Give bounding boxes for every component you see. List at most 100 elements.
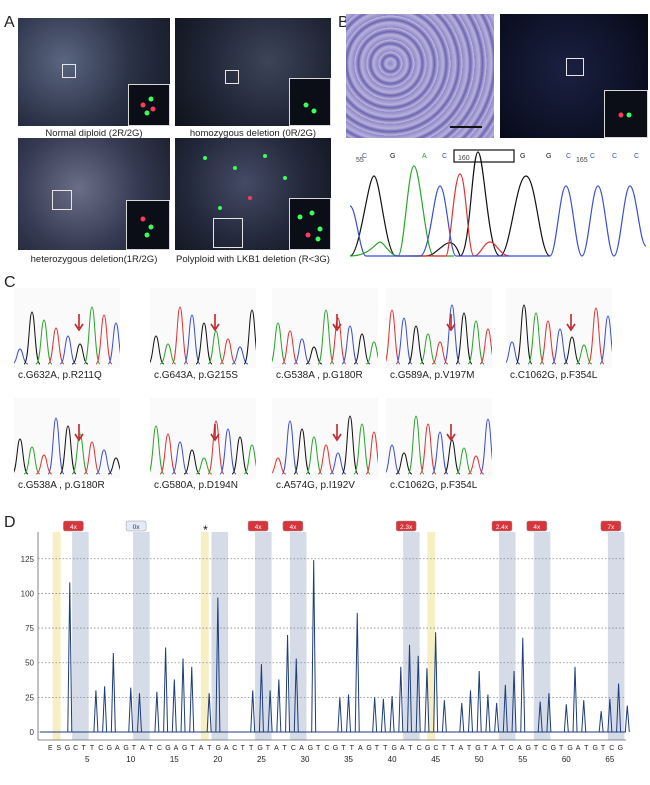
mutation-chromatogram: [383, 288, 497, 368]
seq-letter: C: [442, 153, 447, 160]
sequence-letter: T: [350, 745, 355, 752]
sequence-letter: T: [467, 745, 472, 752]
peak: [337, 697, 343, 733]
mutation-label: c.G643A, p.G215S: [154, 370, 238, 381]
mutation-label: c.G632A, p.R211Q: [18, 370, 102, 381]
mutation-label: c.A574G, p.I192V: [276, 480, 355, 491]
sequence-letter: C: [542, 745, 547, 752]
mutation-label: c.C1062G, p.F354L: [510, 370, 598, 381]
peak: [136, 693, 142, 733]
copy-number-badge-label: 0x: [133, 524, 141, 531]
peak: [102, 686, 108, 733]
sequence-letter: T: [207, 745, 212, 752]
sequence-letter: T: [484, 745, 489, 752]
peak: [415, 655, 421, 733]
fish-signals: [297, 210, 323, 242]
peak: [93, 690, 99, 733]
copy-number-badge: [600, 520, 622, 532]
sequence-letter: G: [123, 745, 128, 752]
x-tick-label: 60: [562, 755, 571, 764]
caption-normal-diploid: Normal diploid (2R/2G): [45, 128, 143, 139]
highlight-band-gray: [211, 532, 229, 740]
seq-letter: A: [422, 153, 427, 160]
fish-image-panel-b: [500, 14, 648, 138]
peak: [267, 690, 273, 733]
highlight-band-gray: [255, 532, 272, 740]
seq-highlight-box: [453, 149, 515, 163]
sequence-letter: T: [375, 745, 380, 752]
peak: [546, 693, 552, 733]
sequence-letter: G: [333, 745, 338, 752]
mutation-arrow: [74, 424, 84, 442]
copy-number-badge-label: 2.3x: [400, 524, 413, 531]
peak: [563, 704, 569, 733]
peak: [502, 684, 508, 733]
peak: [180, 658, 186, 733]
peak: [398, 666, 404, 733]
sequence-letter: A: [400, 745, 405, 752]
copy-number-badge: [125, 520, 147, 532]
caption-homozygous-deletion: homozygous deletion (0R/2G): [189, 128, 317, 139]
sequence-letter: A: [358, 745, 363, 752]
sequence-letter: T: [383, 745, 388, 752]
sequence-letter: A: [492, 745, 497, 752]
sequence-letter: T: [132, 745, 137, 752]
mutation-arrow: [332, 314, 342, 332]
fish-image-normal-diploid: [18, 18, 170, 126]
copy-number-badge: [63, 520, 84, 532]
sequence-letter: G: [475, 745, 480, 752]
peak: [128, 687, 134, 733]
peak: [206, 693, 212, 733]
peak: [572, 666, 578, 733]
sequence-letter: G: [107, 745, 112, 752]
mutation-arrow: [446, 314, 456, 332]
x-tick-label: 15: [170, 755, 179, 764]
highlight-band-gray: [607, 532, 625, 740]
sequence-letter: G: [65, 745, 70, 752]
trace-red: [410, 173, 511, 257]
highlight-band-gray: [133, 532, 150, 740]
peak: [537, 701, 543, 733]
copy-number-badge: [282, 520, 304, 532]
y-tick-label: 125: [21, 555, 35, 564]
highlight-band-gray: [289, 532, 307, 740]
sequence-letter: T: [90, 745, 95, 752]
peak: [163, 647, 169, 733]
sequence-letter: A: [174, 745, 179, 752]
fish-image-polyploid: [175, 138, 331, 250]
sequence-letter: A: [517, 745, 522, 752]
sequence-letter: T: [584, 745, 589, 752]
fish-signals: [140, 96, 156, 116]
sequence-letter: E: [48, 745, 53, 752]
x-tick-label: 35: [344, 755, 353, 764]
sequence-letter: G: [216, 745, 221, 752]
peak: [441, 700, 447, 733]
peak: [389, 695, 395, 733]
sequence-letter: G: [165, 745, 170, 752]
fish-region-box: [566, 58, 584, 76]
sequence-letter: C: [433, 745, 438, 752]
sequence-letter: T: [149, 745, 154, 752]
sequence-letter: T: [601, 745, 606, 752]
mutation-label: c.G580A, p.D194N: [154, 480, 238, 491]
sequence-letter: G: [391, 745, 396, 752]
sequence-letter: C: [324, 745, 329, 752]
sequence-letter: T: [559, 745, 564, 752]
chromatogram-traces: [147, 420, 261, 475]
copy-number-badge-label: 4x: [533, 524, 541, 531]
sequence-letter: G: [618, 745, 623, 752]
panel-label-c: C: [4, 274, 16, 291]
sequence-letter: T: [266, 745, 271, 752]
peak: [250, 690, 256, 733]
highlight-band-gray: [533, 532, 551, 740]
peak: [433, 632, 439, 733]
peak: [354, 612, 360, 733]
fish-region-box: [213, 218, 243, 248]
peak: [624, 705, 630, 733]
mutation-arrow: [566, 314, 576, 332]
x-tick-label: 30: [301, 755, 310, 764]
fish-image-heterozygous-deletion: [18, 138, 170, 250]
mutation-chromatogram: [269, 288, 383, 368]
fish-region-box: [62, 64, 76, 78]
sequence-letter: G: [525, 745, 530, 752]
